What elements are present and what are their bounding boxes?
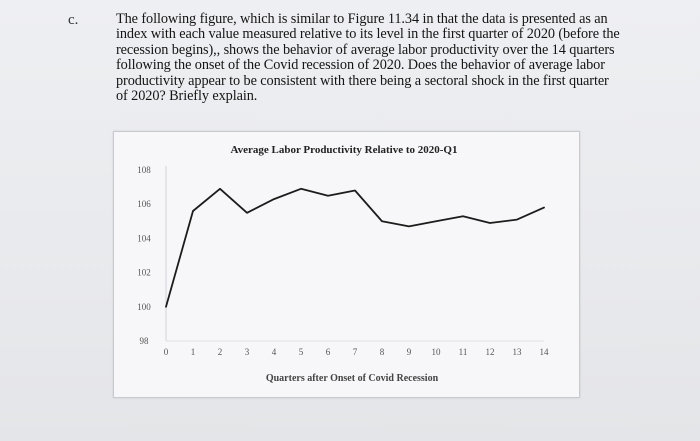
y-tick-label: 102 — [137, 268, 151, 278]
y-tick-labels: 98 100 102 104 106 108 — [137, 165, 151, 346]
y-tick-label: 106 — [137, 199, 151, 209]
series-line — [165, 187, 545, 308]
chart-axes — [165, 166, 544, 342]
x-tick-label: 2 — [218, 347, 223, 357]
x-tick-label: 9 — [407, 347, 412, 357]
x-tick-label: 10 — [432, 347, 442, 357]
x-tick-label: 14 — [540, 347, 550, 357]
x-tick-label: 7 — [353, 347, 358, 357]
x-tick-label: 8 — [380, 347, 385, 357]
line-chart: Average Labor Productivity Relative to 2… — [137, 144, 549, 384]
y-tick-label: 104 — [137, 233, 151, 243]
question-item-letter: c. — [68, 12, 79, 28]
chart-series — [165, 187, 545, 308]
x-tick-label: 0 — [164, 347, 169, 357]
y-tick-label: 100 — [137, 302, 151, 312]
x-tick-label: 3 — [245, 347, 250, 357]
x-tick-label: 5 — [299, 347, 304, 357]
y-tick-label: 98 — [140, 336, 150, 346]
x-axis-title: Quarters after Onset of Covid Recession — [266, 373, 439, 384]
question-text: The following figure, which is similar t… — [116, 11, 620, 105]
x-tick-label: 12 — [486, 347, 495, 357]
x-tick-label: 4 — [272, 347, 277, 357]
chart-title: Average Labor Productivity Relative to 2… — [231, 144, 458, 156]
y-tick-label: 108 — [137, 165, 151, 175]
chart-panel: Average Labor Productivity Relative to 2… — [113, 131, 580, 398]
x-tick-label: 13 — [513, 347, 523, 357]
x-tick-label: 11 — [459, 347, 468, 357]
x-tick-labels: 0 1 2 3 4 5 6 7 8 9 10 11 12 13 14 — [164, 347, 549, 357]
x-tick-label: 6 — [326, 347, 331, 357]
x-tick-label: 1 — [191, 347, 196, 357]
